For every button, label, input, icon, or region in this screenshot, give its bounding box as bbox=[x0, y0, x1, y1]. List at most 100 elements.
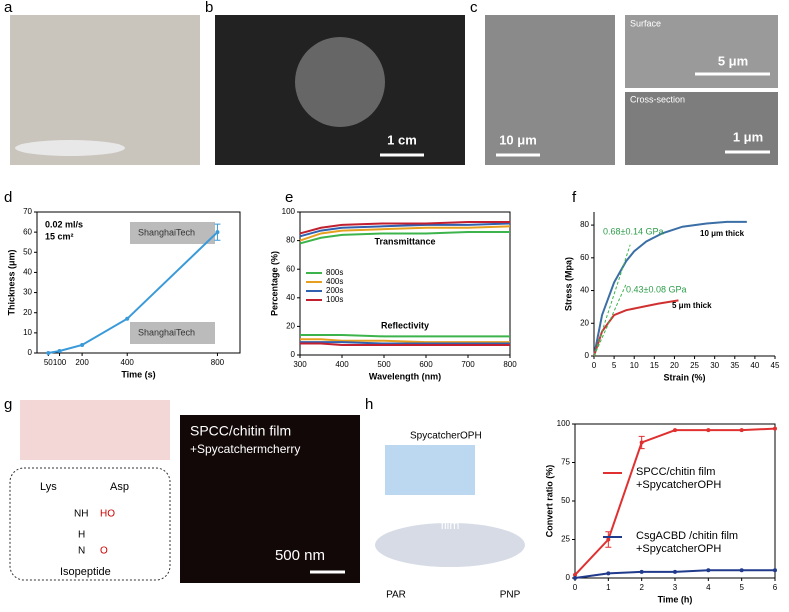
photo-a bbox=[10, 15, 200, 165]
x-tick-label: 5 bbox=[612, 361, 617, 370]
series-line bbox=[300, 333, 510, 338]
panel-label: b bbox=[205, 0, 213, 16]
x-axis-label: Time (s) bbox=[121, 369, 155, 379]
protein-drawing bbox=[385, 445, 475, 495]
legend-label: 100s bbox=[326, 295, 343, 304]
x-tick-label: 35 bbox=[730, 361, 739, 370]
y-tick-label: 70 bbox=[23, 207, 32, 216]
atom: NH bbox=[74, 509, 88, 520]
x-tick-label: 400 bbox=[121, 358, 135, 367]
tangent bbox=[593, 244, 631, 357]
x-tick-label: 1 bbox=[606, 583, 611, 592]
series-line bbox=[574, 569, 775, 579]
series-line bbox=[300, 338, 510, 344]
inset-photo bbox=[130, 222, 215, 244]
legend-label: 400s bbox=[326, 277, 343, 286]
scale-text: 5 μm bbox=[718, 53, 748, 68]
x-tick-label: 600 bbox=[419, 360, 433, 369]
annotation: 0.68±0.14 GPa bbox=[603, 226, 663, 236]
x-tick-label: 25 bbox=[690, 361, 699, 370]
film-label: film bbox=[441, 518, 460, 532]
x-tick-label: 40 bbox=[750, 361, 759, 370]
x-tick-label: 30 bbox=[710, 361, 719, 370]
annotation: Transmittance bbox=[374, 236, 435, 246]
y-tick-label: 30 bbox=[23, 288, 32, 297]
y-tick-label: 60 bbox=[580, 253, 589, 262]
y-tick-label: 60 bbox=[286, 264, 295, 273]
x-tick-label: 20 bbox=[670, 361, 679, 370]
y-tick-label: 20 bbox=[23, 308, 32, 317]
y-tick-label: 20 bbox=[580, 318, 589, 327]
series-label: 5 μm thick bbox=[672, 301, 712, 310]
annotation: 15 cm² bbox=[45, 231, 74, 241]
series-line bbox=[300, 341, 510, 345]
panel-label: e bbox=[285, 189, 293, 206]
inset-photo bbox=[130, 322, 215, 344]
error-bar bbox=[214, 223, 221, 241]
scale-text: 500 nm bbox=[275, 547, 325, 564]
y-tick-label: 75 bbox=[561, 458, 570, 467]
series-line bbox=[300, 342, 510, 346]
y-axis-label: Thickness (μm) bbox=[6, 249, 16, 315]
x-tick-label: 800 bbox=[503, 360, 517, 369]
y-tick-label: 40 bbox=[23, 268, 32, 277]
fluor-image bbox=[180, 415, 360, 583]
annotation: 0.43±0.08 GPa bbox=[626, 284, 686, 294]
series-line bbox=[299, 222, 511, 238]
y-axis-label: Stress (Mpa) bbox=[563, 257, 573, 311]
y-tick-label: 0 bbox=[28, 348, 33, 357]
protein-drawing bbox=[20, 400, 170, 460]
y-tick-label: 80 bbox=[286, 236, 295, 245]
residue: Lys bbox=[40, 481, 57, 493]
panel-label: d bbox=[4, 189, 12, 206]
inset-text: ShanghaiTech bbox=[138, 227, 195, 237]
legend-label: 200s bbox=[326, 286, 343, 295]
series-line bbox=[593, 220, 747, 357]
residue: Asp bbox=[110, 481, 129, 493]
atom: N bbox=[78, 546, 85, 557]
plot-frame bbox=[36, 211, 241, 354]
atom: O bbox=[100, 546, 108, 557]
atom: HO bbox=[100, 509, 115, 520]
series-line bbox=[299, 221, 510, 235]
x-tick-label: 200 bbox=[75, 358, 89, 367]
petri-dish bbox=[15, 140, 125, 156]
scale-text: 1 μm bbox=[733, 129, 763, 144]
annotation: 0.02 ml/s bbox=[45, 219, 83, 229]
x-tick-label: 4 bbox=[706, 583, 711, 592]
x-tick-label: 100 bbox=[53, 358, 67, 367]
y-tick-label: 20 bbox=[286, 322, 295, 331]
x-tick-label: 45 bbox=[771, 361, 780, 370]
legend-label: 800s bbox=[326, 268, 343, 277]
film-shape bbox=[375, 523, 525, 567]
x-tick-label: 0 bbox=[573, 583, 578, 592]
series-line bbox=[48, 231, 219, 354]
legend-label: CsgACBD /chitin film +SpycatcherOPH bbox=[636, 530, 739, 555]
panel-label: h bbox=[365, 396, 373, 413]
x-tick-label: 0 bbox=[592, 361, 597, 370]
y-tick-label: 0 bbox=[291, 350, 296, 359]
x-axis-label: Strain (%) bbox=[663, 372, 705, 382]
x-tick-label: 50 bbox=[44, 358, 53, 367]
error-bar bbox=[638, 435, 645, 450]
y-tick-label: 10 bbox=[23, 328, 32, 337]
error-bar bbox=[605, 531, 612, 548]
x-tick-label: 400 bbox=[335, 360, 349, 369]
image-caption: SPCC/chitin film bbox=[190, 423, 291, 439]
scale-text: 10 μm bbox=[499, 132, 537, 147]
x-tick-label: 2 bbox=[639, 583, 644, 592]
y-tick-label: 50 bbox=[23, 247, 32, 256]
x-tick-label: 300 bbox=[293, 360, 307, 369]
series-line bbox=[299, 225, 511, 242]
zoom-box bbox=[9, 467, 171, 581]
y-axis-label: Convert ratio (%) bbox=[544, 465, 554, 538]
plot-frame bbox=[299, 211, 511, 356]
molecule-label: PAR bbox=[386, 590, 406, 601]
panel-label: a bbox=[4, 0, 13, 16]
film bbox=[295, 37, 385, 127]
series-line bbox=[299, 231, 510, 245]
x-tick-label: 700 bbox=[461, 360, 475, 369]
tangent bbox=[593, 283, 627, 357]
x-tick-label: 3 bbox=[673, 583, 678, 592]
